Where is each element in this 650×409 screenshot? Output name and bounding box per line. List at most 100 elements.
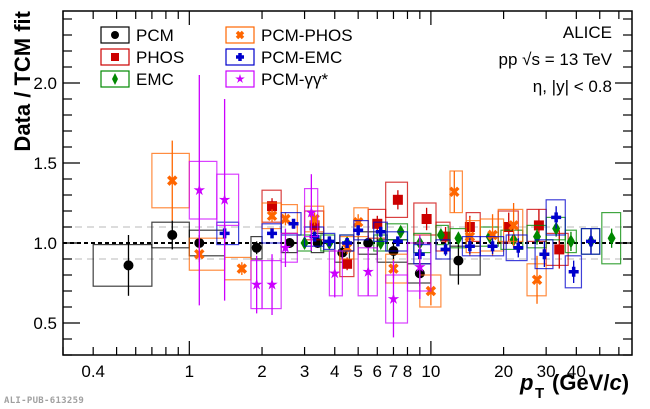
x-tick-label: 40 (567, 362, 586, 381)
annotation-rapidity: η, |y| < 0.8 (533, 77, 612, 96)
marker-x (280, 213, 291, 225)
marker-star (279, 241, 292, 253)
marker-circle (453, 255, 464, 266)
marker-diamond (566, 234, 575, 249)
y-axis: 0.5 1.0 1.5 2.0 (33, 18, 632, 356)
x-tick-label: 4 (330, 362, 339, 381)
marker-square (440, 231, 451, 242)
x-axis-title-sub: T (535, 385, 544, 402)
sys-error-box (406, 242, 432, 292)
marker-square (421, 214, 432, 224)
marker-cross (513, 242, 524, 253)
watermark: ALI-PUB-613259 (4, 396, 85, 406)
x-tick-label: 6 (373, 362, 382, 381)
marker-circle (251, 242, 262, 253)
sys-error-box (92, 244, 153, 287)
x-axis-title-unit: (GeV/c) (552, 370, 629, 395)
x-axis: 0.4 1 2 3 4 5 6 7 8 10 20 30 40 (62, 11, 620, 381)
x-axis-title: p T (GeV/c) (519, 370, 629, 402)
legend-item: PCM-γγ* (225, 70, 328, 89)
annotation-experiment: ALICE (563, 23, 612, 42)
sys-error-box (224, 256, 252, 281)
marker-star (193, 184, 205, 196)
marker-square (267, 201, 278, 212)
marker-diamond (112, 73, 118, 85)
legend-swatch (225, 26, 255, 44)
x-tick-label: 30 (537, 362, 556, 381)
legend-item: PCM (100, 26, 174, 45)
sys-error-box (216, 221, 240, 246)
marker-star (329, 267, 341, 279)
marker-cross (551, 212, 562, 223)
y-tick-label: 2.0 (33, 74, 57, 93)
legend: PCM PHOS EMC PCM-PHOS PCM-EMC PCM-γγ* (100, 26, 353, 89)
legend-swatch (225, 48, 255, 66)
legend-label: PCM-EMC (261, 48, 342, 67)
series-pcm (92, 220, 481, 296)
marker-cross (324, 236, 335, 247)
series-layer (92, 75, 622, 338)
marker-diamond (607, 231, 616, 246)
marker-cross (539, 249, 550, 260)
sys-error-box (280, 232, 298, 263)
sys-error-box (505, 234, 528, 262)
legend-label: PHOS (136, 48, 184, 67)
legend-item: EMC (100, 70, 174, 89)
marker-cross (487, 241, 498, 252)
x-tick-label: 2 (257, 362, 266, 381)
marker-cross (353, 225, 364, 236)
sys-error-box (216, 173, 240, 226)
sys-error-box (545, 199, 566, 236)
legend-swatch (100, 48, 130, 66)
y-tick-label: 0.5 (33, 314, 57, 333)
x-tick-label: 3 (300, 362, 309, 381)
legend-item: PHOS (100, 48, 184, 67)
sys-error-box (413, 202, 437, 236)
marker-x (531, 274, 543, 286)
sys-error-box (280, 212, 302, 236)
marker-square (111, 53, 119, 61)
series-pcm- (188, 75, 432, 338)
marker-cross (392, 236, 403, 247)
x-tick-label: 20 (494, 362, 513, 381)
x-tick-label: 8 (403, 362, 412, 381)
marker-star (250, 278, 263, 290)
marker-cross (568, 266, 579, 277)
marker-cross (375, 226, 386, 237)
annotations: ALICE pp √s = 13 TeV η, |y| < 0.8 (499, 23, 613, 96)
marker-circle (123, 260, 134, 271)
marker-x (167, 175, 178, 186)
legend-swatch (100, 26, 130, 44)
sys-error-box (435, 224, 449, 246)
marker-cross (288, 218, 299, 229)
sys-error-box (564, 255, 583, 289)
legend-item: PCM-PHOS (225, 26, 353, 45)
marker-star (235, 74, 245, 83)
x-tick-label: 7 (389, 362, 398, 381)
marker-square (503, 222, 514, 232)
marker-cross (440, 244, 451, 255)
legend-item: PCM-EMC (225, 48, 342, 67)
x-tick-label: 10 (421, 362, 440, 381)
legend-label: PCM-PHOS (261, 26, 353, 45)
sys-error-box (385, 274, 409, 324)
sys-error-box (323, 232, 336, 250)
sys-error-box (564, 229, 577, 254)
marker-star (218, 193, 231, 205)
sys-error-box (479, 236, 505, 257)
legend-label: PCM-γγ* (261, 70, 328, 89)
legend-swatch (100, 70, 130, 88)
series-pcm-phos (151, 140, 547, 308)
marker-x (449, 186, 460, 198)
annotation-energy: pp √s = 13 TeV (499, 50, 613, 69)
sys-error-box (497, 208, 524, 242)
marker-diamond (436, 228, 445, 242)
marker-cross (585, 236, 596, 247)
x-axis-title-p: p (519, 370, 533, 395)
sys-error-box (385, 231, 409, 252)
x-tick-label: 1 (185, 362, 194, 381)
legend-label: PCM (136, 26, 174, 45)
y-tick-label: 1.5 (33, 154, 57, 173)
sys-error-box (385, 181, 409, 218)
marker-star (387, 293, 400, 304)
